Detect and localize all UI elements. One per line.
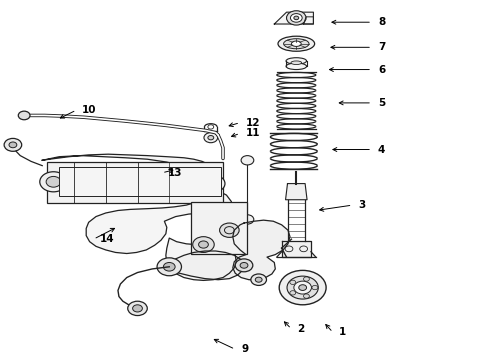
Text: 12: 12	[246, 118, 261, 128]
Circle shape	[133, 305, 143, 312]
Polygon shape	[233, 220, 290, 280]
Circle shape	[303, 294, 309, 298]
Circle shape	[290, 291, 295, 295]
Ellipse shape	[278, 36, 315, 51]
Circle shape	[9, 142, 17, 148]
Polygon shape	[286, 184, 307, 200]
Polygon shape	[42, 154, 243, 280]
Bar	[47, 162, 223, 203]
Text: 4: 4	[378, 144, 385, 154]
Bar	[59, 167, 220, 196]
Circle shape	[287, 276, 318, 299]
Circle shape	[241, 156, 254, 165]
Circle shape	[18, 111, 30, 120]
Polygon shape	[274, 12, 314, 24]
Circle shape	[157, 258, 181, 276]
Circle shape	[40, 172, 67, 192]
Circle shape	[207, 179, 220, 188]
Text: 6: 6	[378, 64, 385, 75]
Text: 3: 3	[358, 200, 366, 210]
Circle shape	[287, 11, 306, 25]
Circle shape	[220, 223, 239, 237]
Circle shape	[193, 237, 214, 252]
Text: 5: 5	[378, 98, 385, 108]
Ellipse shape	[292, 41, 301, 46]
Circle shape	[294, 16, 299, 20]
Circle shape	[4, 138, 22, 151]
Circle shape	[251, 274, 267, 285]
Text: 10: 10	[82, 105, 97, 115]
Ellipse shape	[284, 39, 309, 49]
Polygon shape	[162, 251, 244, 280]
Text: 9: 9	[241, 344, 248, 354]
Text: 8: 8	[378, 17, 385, 27]
Circle shape	[294, 281, 312, 294]
Circle shape	[163, 262, 175, 271]
Circle shape	[208, 135, 214, 140]
Circle shape	[241, 215, 254, 224]
Ellipse shape	[286, 63, 307, 69]
Circle shape	[204, 133, 218, 143]
Text: 14: 14	[99, 234, 114, 244]
Text: 7: 7	[378, 42, 385, 52]
Polygon shape	[282, 241, 311, 257]
Circle shape	[312, 285, 318, 290]
Circle shape	[299, 285, 307, 291]
Circle shape	[235, 259, 253, 272]
Circle shape	[303, 277, 309, 281]
Circle shape	[201, 175, 225, 192]
Text: 2: 2	[297, 324, 304, 334]
Circle shape	[291, 14, 302, 22]
Ellipse shape	[286, 58, 307, 64]
Circle shape	[255, 277, 262, 282]
Text: 13: 13	[168, 168, 182, 178]
Circle shape	[290, 280, 295, 284]
Circle shape	[198, 241, 208, 248]
Circle shape	[279, 270, 326, 305]
Circle shape	[240, 262, 248, 268]
Ellipse shape	[291, 61, 302, 64]
Circle shape	[46, 176, 61, 187]
Text: 1: 1	[339, 327, 346, 337]
Bar	[191, 202, 247, 253]
Text: 11: 11	[246, 129, 261, 138]
Circle shape	[128, 301, 147, 316]
